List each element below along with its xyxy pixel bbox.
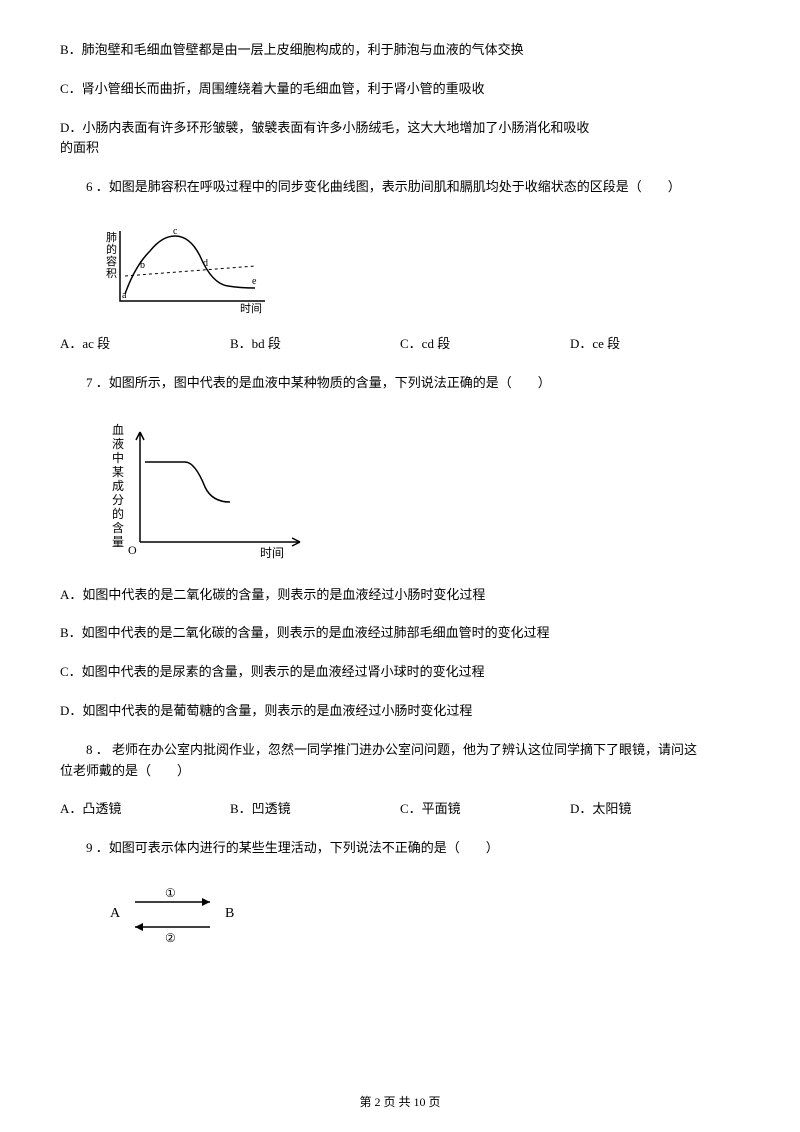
svg-text:e: e (252, 276, 257, 287)
question-8-line2: 位老师戴的是（ ） (60, 761, 740, 782)
svg-text:O: O (128, 543, 137, 557)
svg-text:B: B (225, 906, 234, 921)
q7-opt-a: A．如图中代表的是二氧化碳的含量，则表示的是血液经过小肠时变化过程 (60, 585, 740, 606)
question-7: 7 ．如图所示，图中代表的是血液中某种物质的含量，下列说法正确的是（ ） (60, 373, 740, 394)
svg-text:A: A (110, 906, 121, 921)
svg-text:②: ② (165, 931, 176, 945)
q6-opt-a: A．ac 段 (60, 334, 230, 355)
q8-opt-a: A．凸透镜 (60, 799, 230, 820)
option-d-text-1: D．小肠内表面有许多环形皱襞，皱襞表面有许多小肠绒毛，这大大地增加了小肠消化和吸… (60, 118, 740, 139)
svg-text:的: 的 (106, 242, 117, 256)
svg-text:积: 积 (106, 267, 117, 280)
svg-text:时间: 时间 (260, 546, 284, 560)
svg-text:d: d (203, 258, 208, 269)
svg-text:某: 某 (112, 465, 124, 479)
question-8-line1: 8 ． 老师在办公室内批阅作业，忽然一同学推门进办公室问问题，他为了辨认这位同学… (60, 740, 740, 761)
q8-options: A．凸透镜 B．凹透镜 C．平面镜 D．太阳镜 (60, 799, 740, 820)
q7-opt-b: B．如图中代表的是二氧化碳的含量，则表示的是血液经过肺部毛细血管时的变化过程 (60, 623, 740, 644)
question-9: 9 ．如图可表示体内进行的某些生理活动，下列说法不正确的是（ ） (60, 838, 740, 859)
q6-opt-b: B．bd 段 (230, 334, 400, 355)
svg-text:量: 量 (112, 535, 124, 549)
page-footer: 第 2 页 共 10 页 (0, 1093, 800, 1112)
q6-opt-d: D．ce 段 (570, 334, 740, 355)
svg-text:中: 中 (112, 450, 124, 465)
q8-opt-b: B．凹透镜 (230, 799, 400, 820)
option-d-text-2: 的面积 (60, 138, 740, 159)
svg-text:的: 的 (112, 506, 124, 521)
svg-text:a: a (122, 290, 127, 301)
q8-opt-c: C．平面镜 (400, 799, 570, 820)
question-6: 6 ．如图是肺容积在呼吸过程中的同步变化曲线图，表示肋间肌和膈肌均处于收缩状态的… (60, 177, 740, 198)
svg-text:血: 血 (112, 423, 124, 437)
chart-9: A B ① ② (100, 877, 740, 947)
option-c-text: C．肾小管细长而曲折，周围缠绕着大量的毛细血管，利于肾小管的重吸收 (60, 79, 740, 100)
chart-6: 肺 的 容 积 a b c d e 时间 (100, 216, 740, 316)
svg-text:成: 成 (112, 479, 124, 493)
svg-text:含: 含 (112, 520, 124, 535)
svg-text:b: b (140, 260, 145, 271)
q7-opt-d: D．如图中代表的是葡萄糖的含量，则表示的是血液经过小肠时变化过程 (60, 701, 740, 722)
q8-opt-d: D．太阳镜 (570, 799, 740, 820)
q6-opt-c: C．cd 段 (400, 334, 570, 355)
svg-text:分: 分 (112, 493, 124, 507)
svg-text:①: ① (165, 886, 176, 900)
q6-options: A．ac 段 B．bd 段 C．cd 段 D．ce 段 (60, 334, 740, 355)
option-b-text: B．肺泡壁和毛细血管壁都是由一层上皮细胞构成的，利于肺泡与血液的气体交换 (60, 40, 740, 61)
svg-text:时间: 时间 (240, 302, 262, 315)
svg-text:容: 容 (106, 254, 117, 268)
chart-7: 血 液 中 某 成 分 的 含 量 O 时间 (100, 412, 740, 567)
svg-text:液: 液 (112, 436, 124, 451)
q7-opt-c: C．如图中代表的是尿素的含量，则表示的是血液经过肾小球时的变化过程 (60, 662, 740, 683)
svg-text:肺: 肺 (106, 231, 117, 244)
svg-text:c: c (173, 226, 178, 237)
